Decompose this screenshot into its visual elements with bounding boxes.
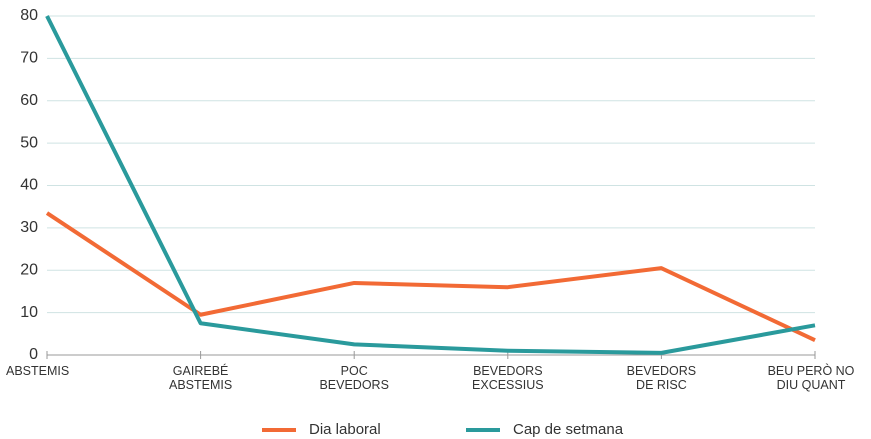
y-tick-label: 10 [20,304,38,321]
x-tick-label: BEU PERÒ NO DIU QUANT [768,363,855,392]
y-tick-label: 20 [20,261,38,278]
x-tick-label: GAIREBÉ ABSTEMIS [169,363,232,392]
x-tick-label: BEVEDORS EXCESSIUS [472,364,544,392]
y-tick-label: 70 [20,50,38,67]
legend-label: Dia laboral [309,421,381,438]
y-tick-label: 60 [20,92,38,109]
x-tick-label: POC BEVEDORS [319,364,388,392]
legend-label: Cap de setmana [513,421,624,438]
y-tick-label: 40 [20,177,38,194]
x-tick-label: ABSTEMIS [6,364,69,378]
y-tick-label: 30 [20,219,38,236]
y-tick-label: 80 [20,7,38,24]
line [45,211,816,342]
line [45,15,816,355]
y-tick-label: 0 [29,346,38,363]
y-tick-label: 50 [20,134,38,151]
x-tick-label: BEVEDORS DE RISC [627,364,696,392]
